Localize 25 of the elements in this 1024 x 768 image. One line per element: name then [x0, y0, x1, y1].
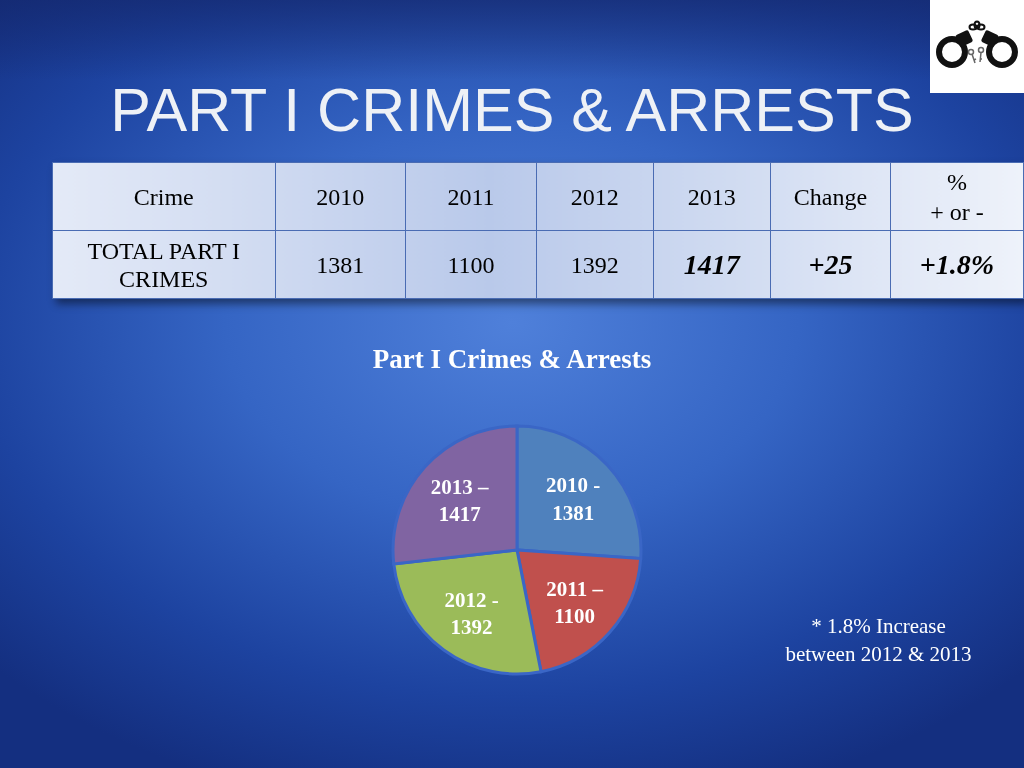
slice-label: 2010 - — [546, 473, 601, 498]
text: 2010 — [316, 183, 365, 210]
slice-label: 2013 – — [430, 474, 490, 499]
data-label: 1381 — [552, 500, 595, 525]
text: % + or - — [930, 168, 984, 225]
data-label: 1392 — [450, 615, 493, 640]
data-label: 1417 — [438, 501, 481, 526]
text: TOTAL PART I CRIMES — [87, 237, 241, 292]
text: 2012 — [570, 183, 619, 210]
text: 2013 — [687, 183, 736, 210]
chart-subtitle: Part I Crimes & Arrests — [372, 344, 652, 374]
text: +1.8% — [919, 248, 995, 280]
text: Change — [793, 183, 868, 210]
text: 1381 — [316, 251, 365, 278]
text: 2011 — [447, 183, 495, 210]
text: 1417 — [683, 248, 740, 280]
chart-title: PART I CRIMES & ARRESTS — [110, 76, 914, 144]
text: Crime — [133, 183, 194, 210]
text: +25 — [808, 248, 853, 280]
slice-label: 2011 – — [546, 576, 604, 601]
text: 1100 — [447, 251, 495, 278]
slice-label: 2012 - — [444, 587, 499, 612]
data-label: 1100 — [554, 603, 596, 628]
text: * 1.8% Increase between 2012 & 2013 — [785, 614, 972, 666]
text: 1392 — [570, 251, 619, 278]
